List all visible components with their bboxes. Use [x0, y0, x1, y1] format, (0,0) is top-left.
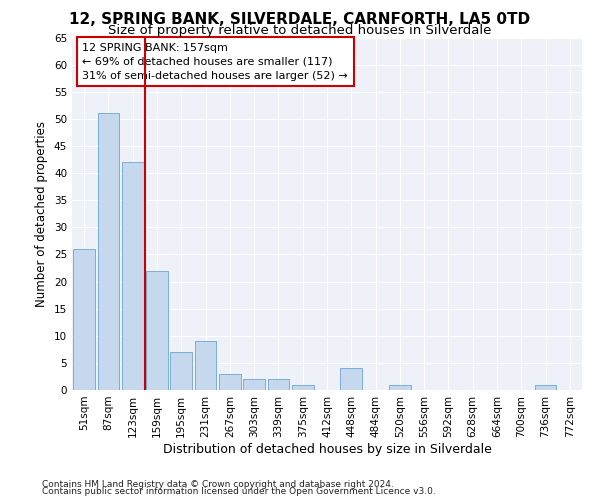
Bar	[73, 249, 95, 390]
Bar	[122, 162, 143, 390]
Bar	[340, 368, 362, 390]
Bar	[194, 341, 217, 390]
Bar	[146, 270, 168, 390]
Text: Contains public sector information licensed under the Open Government Licence v3: Contains public sector information licen…	[42, 488, 436, 496]
Bar	[292, 384, 314, 390]
Bar	[389, 384, 411, 390]
X-axis label: Distribution of detached houses by size in Silverdale: Distribution of detached houses by size …	[163, 442, 491, 456]
Bar	[243, 379, 265, 390]
Bar	[170, 352, 192, 390]
Text: 12 SPRING BANK: 157sqm
← 69% of detached houses are smaller (117)
31% of semi-de: 12 SPRING BANK: 157sqm ← 69% of detached…	[82, 43, 348, 81]
Bar	[268, 379, 289, 390]
Text: 12, SPRING BANK, SILVERDALE, CARNFORTH, LA5 0TD: 12, SPRING BANK, SILVERDALE, CARNFORTH, …	[70, 12, 530, 28]
Bar	[97, 114, 119, 390]
Text: Size of property relative to detached houses in Silverdale: Size of property relative to detached ho…	[109, 24, 491, 37]
Text: Contains HM Land Registry data © Crown copyright and database right 2024.: Contains HM Land Registry data © Crown c…	[42, 480, 394, 489]
Bar	[219, 374, 241, 390]
Bar	[535, 384, 556, 390]
Y-axis label: Number of detached properties: Number of detached properties	[35, 120, 49, 306]
